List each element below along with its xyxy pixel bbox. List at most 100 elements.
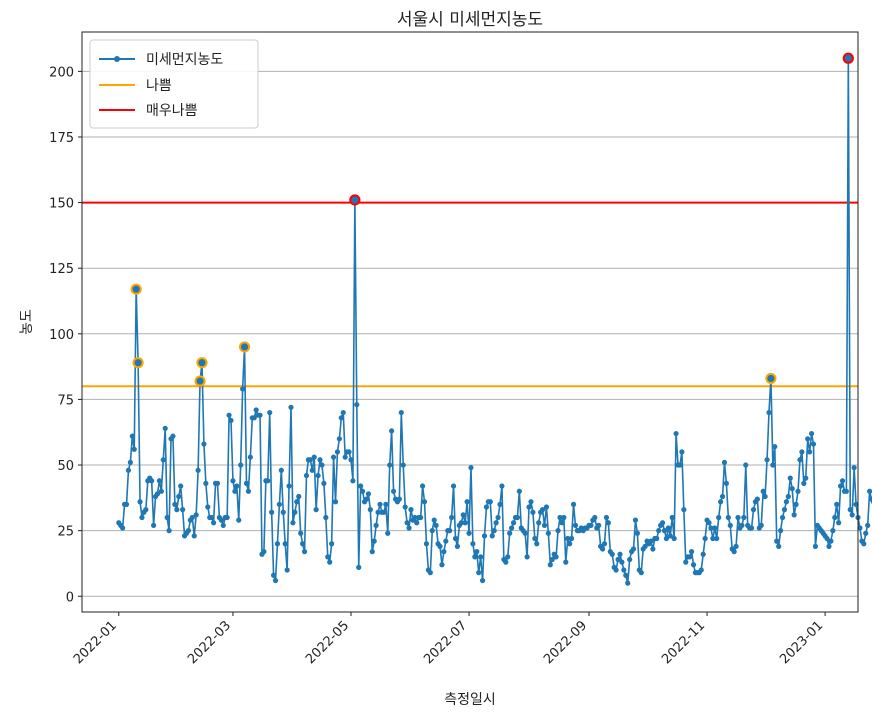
data-point — [354, 402, 360, 408]
data-point — [452, 535, 459, 542]
data-point — [764, 457, 770, 463]
data-point — [298, 530, 304, 536]
data-point — [702, 535, 708, 542]
data-point — [294, 499, 300, 505]
data-point — [613, 567, 619, 573]
data-point — [559, 520, 565, 526]
data-point — [478, 554, 484, 560]
data-point — [867, 488, 872, 494]
highlight-point — [132, 357, 144, 369]
data-point — [193, 512, 199, 518]
data-point — [282, 541, 288, 547]
data-point — [464, 499, 470, 505]
data-point — [296, 493, 302, 500]
data-point — [801, 480, 807, 486]
data-point — [777, 528, 784, 534]
data-point — [553, 554, 559, 560]
data-point — [708, 525, 714, 531]
data-point — [334, 449, 341, 455]
legend-label-pm: 미세먼지농도 — [146, 52, 223, 68]
data-point — [630, 546, 637, 552]
data-point — [367, 507, 373, 513]
data-point — [439, 562, 445, 568]
data-point — [673, 430, 679, 437]
data-point — [687, 554, 693, 560]
data-point — [450, 483, 457, 489]
data-point — [265, 478, 271, 484]
legend: 미세먼지농도 나쁨 매우나쁨 — [89, 39, 259, 129]
data-point — [300, 541, 306, 547]
data-point — [369, 549, 375, 555]
data-point — [731, 549, 737, 555]
data-point — [441, 549, 447, 555]
data-point — [127, 459, 133, 466]
y-tick-label-175: 175 — [49, 131, 74, 146]
data-point — [154, 491, 161, 497]
data-point — [505, 554, 511, 560]
data-point — [243, 480, 250, 486]
data-point — [638, 570, 644, 576]
data-point — [408, 507, 414, 513]
data-point — [754, 496, 760, 502]
data-point — [253, 407, 259, 413]
data-point — [483, 504, 490, 510]
data-point — [857, 525, 863, 531]
data-point — [688, 549, 695, 555]
data-point — [690, 562, 697, 568]
data-point — [178, 483, 184, 489]
data-point — [176, 493, 182, 500]
data-point — [824, 535, 830, 542]
data-point — [429, 528, 435, 534]
data-point — [162, 425, 168, 431]
data-point — [164, 514, 170, 521]
data-point — [276, 501, 282, 507]
data-point — [663, 535, 670, 542]
data-point — [812, 543, 819, 549]
data-point — [319, 462, 325, 468]
data-point — [851, 465, 857, 471]
data-point — [489, 533, 495, 539]
data-point — [758, 522, 764, 528]
data-point — [329, 541, 335, 547]
data-point — [760, 488, 766, 494]
data-point — [567, 541, 573, 547]
data-point — [286, 483, 292, 489]
data-point — [832, 514, 838, 521]
legend-label-very-bad: 매우나쁨 — [146, 103, 198, 119]
data-point — [834, 501, 840, 507]
data-point — [387, 462, 393, 468]
data-point — [563, 559, 569, 565]
data-point — [421, 499, 428, 505]
data-point — [466, 530, 472, 536]
data-point — [741, 514, 747, 521]
data-point — [210, 520, 217, 526]
data-point — [592, 514, 598, 521]
data-point — [356, 564, 362, 570]
data-point — [654, 535, 660, 542]
data-point — [406, 525, 412, 531]
data-point — [669, 514, 675, 521]
data-point — [137, 499, 143, 505]
data-point — [774, 538, 780, 544]
data-point — [681, 507, 687, 513]
data-point — [861, 541, 867, 547]
highlight-point — [349, 194, 361, 206]
data-point — [601, 541, 608, 547]
data-point — [381, 509, 387, 515]
data-point — [507, 530, 513, 536]
data-point — [433, 522, 439, 528]
data-point — [569, 535, 575, 542]
data-point — [317, 457, 323, 463]
data-point — [170, 433, 176, 439]
data-point — [656, 528, 662, 534]
data-point — [321, 480, 327, 486]
data-point — [143, 507, 149, 513]
data-point — [189, 514, 195, 521]
y-tick-label-50: 50 — [57, 459, 74, 474]
data-point — [476, 570, 482, 576]
data-point — [718, 499, 724, 505]
data-point — [596, 522, 602, 528]
data-point — [284, 567, 290, 573]
y-tick-label-75: 75 — [57, 393, 74, 408]
data-point — [783, 499, 790, 505]
